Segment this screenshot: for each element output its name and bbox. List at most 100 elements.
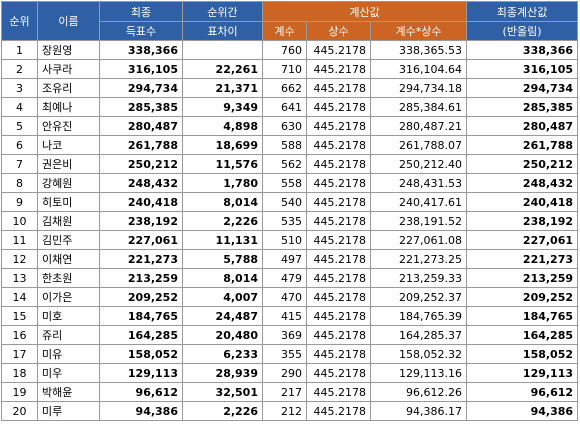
cell-rank: 18	[1, 363, 38, 383]
table-row: 3 조유리 294,734 21,371 662 445.2178 294,734.18 29…	[1, 78, 579, 98]
cell-final-rounded: 213,259	[466, 268, 579, 288]
cell-name: 조유리	[37, 78, 100, 98]
cell-vote-gap: 1,780	[182, 173, 263, 193]
cell-final-rounded: 248,432	[466, 173, 579, 193]
cell-count: 710	[262, 59, 307, 79]
table-row: 18 미우 129,113 28,939 290 445.2178 129,113.16 12…	[1, 363, 579, 383]
table-row: 4 최예나 285,385 9,349 641 445.2178 285,384.61 285…	[1, 97, 579, 117]
cell-final-rounded: 129,113	[466, 363, 579, 383]
cell-product: 164,285.37	[369, 325, 468, 345]
cell-final-rounded: 227,061	[466, 230, 579, 250]
cell-name: 사쿠라	[37, 59, 100, 79]
header-name: 이름	[37, 1, 100, 41]
cell-count: 558	[262, 173, 307, 193]
cell-final-rounded: 285,385	[466, 97, 579, 117]
cell-count: 479	[262, 268, 307, 288]
cell-rank: 9	[1, 192, 38, 212]
cell-constant: 445.2178	[306, 116, 371, 136]
cell-final-votes: 238,192	[99, 211, 183, 231]
cell-final-votes: 129,113	[99, 363, 183, 383]
cell-final-rounded: 240,418	[466, 192, 579, 212]
cell-name: 장원영	[37, 40, 100, 60]
cell-final-rounded: 338,366	[466, 40, 579, 60]
cell-final-votes: 338,366	[99, 40, 183, 60]
cell-count: 662	[262, 78, 307, 98]
cell-count: 497	[262, 249, 307, 269]
cell-vote-gap: 6,233	[182, 344, 263, 364]
cell-vote-gap: 2,226	[182, 211, 263, 231]
cell-name: 권은비	[37, 154, 100, 174]
cell-product: 94,386.17	[369, 401, 468, 421]
cell-vote-gap: 2,226	[182, 401, 263, 421]
cell-rank: 17	[1, 344, 38, 364]
table-row: 5 안유진 280,487 4,898 630 445.2178 280,487.21 280…	[1, 116, 579, 136]
cell-count: 510	[262, 230, 307, 250]
cell-vote-gap: 5,788	[182, 249, 263, 269]
table-row: 19 박해윤 96,612 32,501 217 445.2178 96,612.26 96,…	[1, 382, 579, 402]
header-count: 계수	[262, 21, 307, 41]
cell-count: 588	[262, 135, 307, 155]
table-row: 6 나코 261,788 18,699 588 445.2178 261,788.07 261…	[1, 135, 579, 155]
cell-product: 209,252.37	[369, 287, 468, 307]
header-final-calc-line1: 최종계산값	[466, 1, 579, 22]
cell-final-rounded: 158,052	[466, 344, 579, 364]
table-row: 14 이가은 209,252 4,007 470 445.2178 209,252.37 20…	[1, 287, 579, 307]
cell-vote-gap: 21,371	[182, 78, 263, 98]
cell-constant: 445.2178	[306, 135, 371, 155]
cell-count: 355	[262, 344, 307, 364]
cell-vote-gap: 4,007	[182, 287, 263, 307]
cell-rank: 16	[1, 325, 38, 345]
cell-constant: 445.2178	[306, 306, 371, 326]
cell-vote-gap: 18,699	[182, 135, 263, 155]
cell-rank: 7	[1, 154, 38, 174]
cell-final-rounded: 294,734	[466, 78, 579, 98]
cell-constant: 445.2178	[306, 173, 371, 193]
cell-name: 이가은	[37, 287, 100, 307]
cell-product: 184,765.39	[369, 306, 468, 326]
cell-final-votes: 261,788	[99, 135, 183, 155]
cell-product: 221,273.25	[369, 249, 468, 269]
cell-final-rounded: 221,273	[466, 249, 579, 269]
header-gap-line1: 순위간	[182, 1, 263, 22]
cell-rank: 5	[1, 116, 38, 136]
cell-final-rounded: 250,212	[466, 154, 579, 174]
header-gap-line2: 표차이	[182, 21, 263, 41]
cell-vote-gap: 24,487	[182, 306, 263, 326]
cell-name: 미유	[37, 344, 100, 364]
table-row: 8 강혜원 248,432 1,780 558 445.2178 248,431.53 248…	[1, 173, 579, 193]
cell-rank: 19	[1, 382, 38, 402]
cell-rank: 6	[1, 135, 38, 155]
cell-constant: 445.2178	[306, 249, 371, 269]
cell-final-votes: 184,765	[99, 306, 183, 326]
cell-count: 562	[262, 154, 307, 174]
cell-product: 338,365.53	[369, 40, 468, 60]
cell-count: 369	[262, 325, 307, 345]
cell-name: 강혜원	[37, 173, 100, 193]
table-row: 1 장원영 338,366 760 445.2178 338,365.53 338,366	[1, 40, 579, 60]
cell-rank: 2	[1, 59, 38, 79]
cell-constant: 445.2178	[306, 59, 371, 79]
cell-final-votes: 94,386	[99, 401, 183, 421]
cell-rank: 11	[1, 230, 38, 250]
cell-constant: 445.2178	[306, 78, 371, 98]
cell-final-votes: 294,734	[99, 78, 183, 98]
cell-rank: 1	[1, 40, 38, 60]
cell-count: 290	[262, 363, 307, 383]
cell-vote-gap	[182, 40, 263, 60]
table-row: 9 히토미 240,418 8,014 540 445.2178 240,417.61 240…	[1, 192, 579, 212]
cell-product: 238,191.52	[369, 211, 468, 231]
cell-product: 261,788.07	[369, 135, 468, 155]
cell-count: 540	[262, 192, 307, 212]
cell-final-votes: 227,061	[99, 230, 183, 250]
cell-rank: 8	[1, 173, 38, 193]
cell-product: 240,417.61	[369, 192, 468, 212]
header-constant: 상수	[306, 21, 371, 41]
cell-rank: 13	[1, 268, 38, 288]
cell-name: 히토미	[37, 192, 100, 212]
cell-vote-gap: 8,014	[182, 268, 263, 288]
cell-vote-gap: 4,898	[182, 116, 263, 136]
cell-name: 미루	[37, 401, 100, 421]
cell-rank: 4	[1, 97, 38, 117]
cell-final-rounded: 238,192	[466, 211, 579, 231]
cell-constant: 445.2178	[306, 230, 371, 250]
